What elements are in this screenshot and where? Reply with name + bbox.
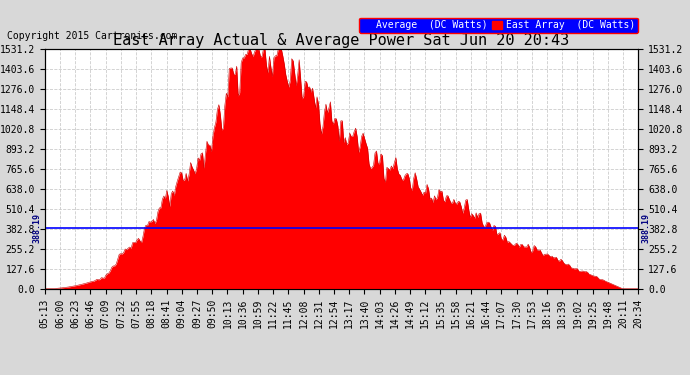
Text: 388.19: 388.19 xyxy=(641,213,650,243)
Title: East Array Actual & Average Power Sat Jun 20 20:43: East Array Actual & Average Power Sat Ju… xyxy=(113,33,570,48)
Text: Copyright 2015 Cartronics.com: Copyright 2015 Cartronics.com xyxy=(7,32,177,41)
Legend: Average  (DC Watts), East Array  (DC Watts): Average (DC Watts), East Array (DC Watts… xyxy=(359,18,638,33)
Text: 388.19: 388.19 xyxy=(33,213,42,243)
